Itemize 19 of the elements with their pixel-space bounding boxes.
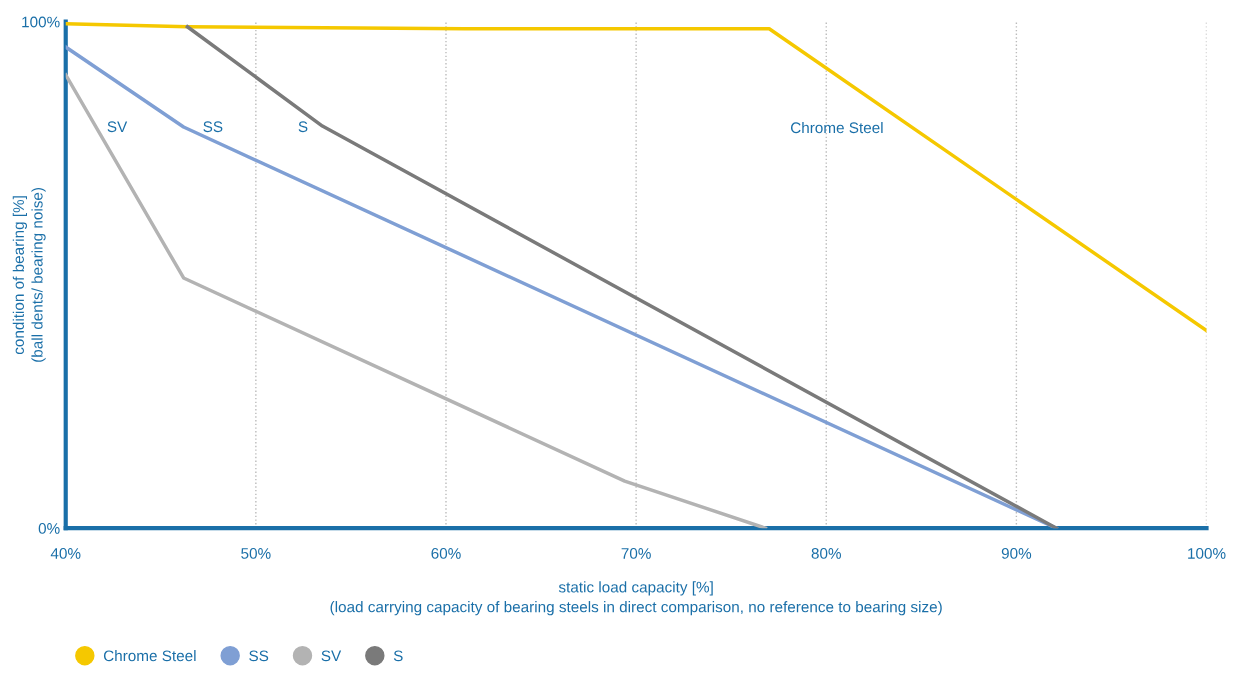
- x-tick-label: 90%: [1001, 548, 1032, 559]
- x-tick-label: 40%: [50, 548, 81, 559]
- line-series: [65, 21, 1207, 333]
- y-axis-title: condition of bearing [%] (ball dents/ bearing noise): [12, 187, 46, 362]
- x-tick-label: 100%: [1188, 548, 1226, 559]
- annotation: Chrome Steel: [790, 121, 883, 134]
- legend-label: Chrome Steel: [103, 650, 196, 662]
- y-tick-label: 0%: [38, 523, 60, 534]
- x-tick-label: 50%: [241, 548, 271, 559]
- x-tick-label: 60%: [431, 548, 461, 559]
- annotation: SV: [107, 121, 128, 133]
- x-tick-label: 70%: [621, 548, 651, 559]
- x-tick-label: 80%: [811, 548, 841, 559]
- x-axis-title: static load capacity [%] (load carrying capacity of bearing steels in direct comparison, no reference to bearing size): [330, 581, 942, 616]
- legend-label: SS: [249, 650, 269, 662]
- legend-label: SV: [321, 650, 342, 662]
- legend-label: S: [393, 650, 403, 662]
- annotation: SS: [203, 121, 223, 133]
- annotation: S: [298, 121, 308, 133]
